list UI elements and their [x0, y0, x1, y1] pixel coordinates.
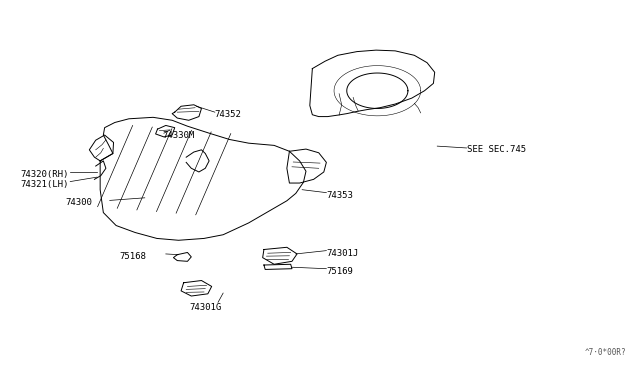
Text: 74352: 74352: [215, 109, 242, 119]
Text: 74320(RH): 74320(RH): [20, 170, 69, 179]
Text: 75169: 75169: [326, 267, 353, 276]
Text: 74301G: 74301G: [189, 302, 221, 312]
Text: 74353: 74353: [326, 191, 353, 200]
Text: 74301J: 74301J: [326, 249, 358, 258]
Text: SEE SEC.745: SEE SEC.745: [467, 145, 525, 154]
Text: 74321(LH): 74321(LH): [20, 180, 69, 189]
Text: 74300: 74300: [65, 198, 92, 207]
Text: ^7·0*00R?: ^7·0*00R?: [584, 347, 626, 357]
Text: 75168: 75168: [119, 251, 146, 261]
Text: 74330M: 74330M: [163, 131, 195, 140]
